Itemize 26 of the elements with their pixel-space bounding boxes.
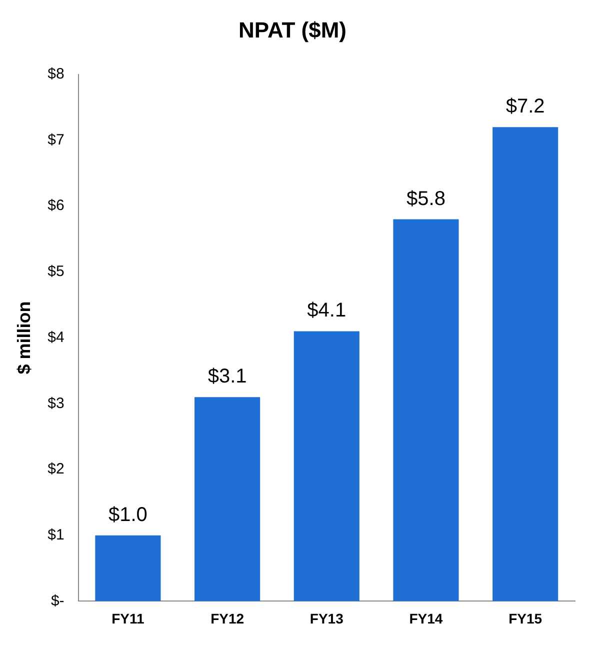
y-tick-label: $3 [48, 394, 64, 412]
y-tick-label: $- [50, 592, 64, 610]
data-label: $3.1 [208, 366, 247, 388]
y-tick-label: $5 [48, 263, 64, 280]
y-tick-label: $8 [48, 66, 64, 83]
x-tick-label: FY15 [508, 610, 542, 626]
data-label: $4.1 [307, 300, 346, 322]
bar [194, 397, 260, 602]
x-tick-label: FY13 [310, 610, 344, 626]
bar [294, 331, 360, 602]
y-tick-label: $6 [48, 197, 64, 214]
data-label: $7.2 [506, 96, 545, 118]
y-tick-label: $1 [48, 526, 64, 544]
x-tick-label: FY12 [210, 610, 244, 626]
y-tick-label: $4 [48, 328, 64, 346]
y-tick-label: $2 [48, 460, 64, 478]
y-axis-title: $ million [14, 301, 34, 374]
data-label: $1.0 [108, 504, 148, 526]
chart-title: NPAT ($M) [238, 17, 346, 42]
bar [393, 219, 459, 602]
x-tick-label: FY11 [112, 610, 145, 626]
y-tick-label: $7 [48, 131, 64, 148]
bar [492, 127, 558, 602]
data-label: $5.8 [406, 188, 446, 210]
x-tick-label: FY14 [409, 610, 443, 626]
bar [95, 535, 161, 602]
